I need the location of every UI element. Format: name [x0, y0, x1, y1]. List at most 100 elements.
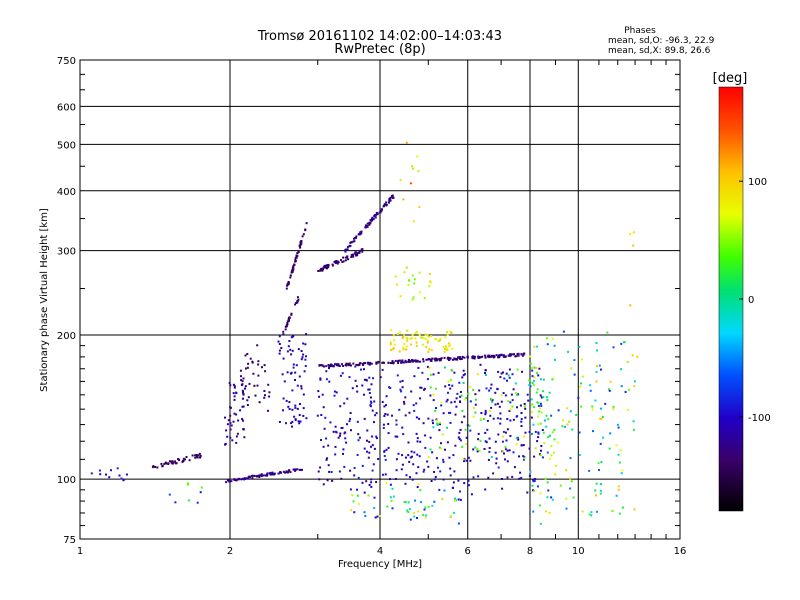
- data-point: [428, 358, 430, 361]
- data-point: [523, 352, 526, 355]
- data-point: [444, 366, 446, 369]
- data-point: [449, 411, 452, 414]
- data-point: [288, 469, 291, 472]
- data-point: [418, 455, 421, 458]
- data-point: [531, 484, 534, 487]
- data-point: [385, 404, 387, 407]
- data-point: [342, 256, 345, 259]
- data-point: [429, 281, 432, 284]
- data-point: [432, 399, 435, 402]
- data-point: [426, 339, 429, 342]
- data-point: [617, 488, 620, 491]
- data-point: [595, 380, 598, 383]
- data-point: [242, 419, 244, 422]
- data-point: [386, 505, 389, 508]
- data-point: [369, 404, 372, 407]
- data-point: [438, 357, 441, 360]
- data-point: [497, 355, 500, 358]
- data-point: [376, 361, 379, 364]
- data-point: [543, 442, 546, 445]
- data-point: [324, 416, 327, 419]
- data-point: [197, 454, 200, 457]
- data-point: [403, 271, 406, 274]
- data-point: [242, 428, 245, 431]
- data-point: [595, 342, 598, 344]
- data-point: [354, 365, 357, 368]
- data-point: [344, 256, 347, 259]
- data-point: [342, 260, 345, 263]
- data-point: [419, 386, 422, 389]
- data-point: [550, 496, 553, 499]
- data-point: [318, 395, 321, 398]
- data-point: [358, 251, 361, 254]
- data-point: [490, 456, 493, 458]
- data-point: [391, 348, 394, 351]
- data-point: [389, 496, 392, 499]
- data-point: [407, 360, 410, 363]
- data-point: [320, 364, 323, 367]
- data-point: [298, 244, 301, 247]
- data-point: [416, 486, 419, 488]
- data-point: [484, 356, 487, 359]
- data-point: [286, 324, 288, 327]
- data-point: [459, 395, 462, 398]
- data-point: [99, 473, 102, 476]
- data-point: [301, 235, 304, 238]
- data-point: [626, 361, 629, 364]
- data-point: [488, 356, 491, 359]
- data-point: [477, 432, 480, 435]
- data-point: [253, 474, 256, 477]
- data-point: [267, 383, 270, 386]
- data-point: [622, 341, 625, 344]
- data-point: [496, 417, 499, 420]
- data-point: [561, 425, 564, 428]
- data-point: [467, 479, 470, 482]
- data-point: [271, 471, 274, 474]
- data-point: [446, 398, 449, 401]
- data-point: [480, 417, 482, 420]
- data-point: [291, 420, 294, 423]
- data-point: [251, 477, 254, 480]
- data-point: [595, 494, 597, 497]
- data-point: [503, 452, 505, 455]
- data-point: [227, 479, 230, 482]
- data-point: [301, 468, 303, 471]
- data-point: [484, 409, 487, 412]
- data-point: [432, 426, 435, 429]
- data-point: [461, 445, 464, 448]
- data-point: [356, 390, 359, 393]
- data-point: [409, 456, 412, 459]
- data-point: [528, 431, 531, 433]
- data-point: [418, 333, 421, 336]
- data-point: [437, 466, 439, 469]
- data-point: [300, 358, 303, 361]
- data-point: [548, 434, 551, 437]
- colorbar-tick-label: 100: [748, 177, 767, 188]
- data-point: [505, 439, 508, 442]
- data-point: [236, 478, 239, 481]
- data-point: [531, 382, 534, 385]
- data-point: [282, 330, 285, 333]
- data-point: [565, 469, 568, 472]
- data-point: [453, 497, 456, 500]
- data-point: [534, 430, 537, 433]
- data-point: [512, 418, 515, 421]
- data-point: [194, 456, 197, 459]
- data-point: [439, 339, 442, 342]
- data-point: [442, 460, 445, 463]
- data-point: [536, 388, 539, 391]
- data-point: [424, 516, 427, 519]
- data-point: [443, 350, 446, 353]
- data-point: [413, 375, 416, 378]
- data-point: [371, 435, 374, 438]
- data-point: [278, 421, 281, 423]
- y-tick-label: 750: [57, 56, 76, 67]
- data-point: [425, 346, 428, 349]
- data-point: [532, 510, 535, 513]
- data-point: [299, 246, 302, 249]
- data-point: [434, 409, 437, 412]
- data-point: [470, 493, 473, 496]
- data-point: [336, 261, 339, 264]
- data-point: [343, 402, 346, 405]
- data-point: [501, 440, 504, 443]
